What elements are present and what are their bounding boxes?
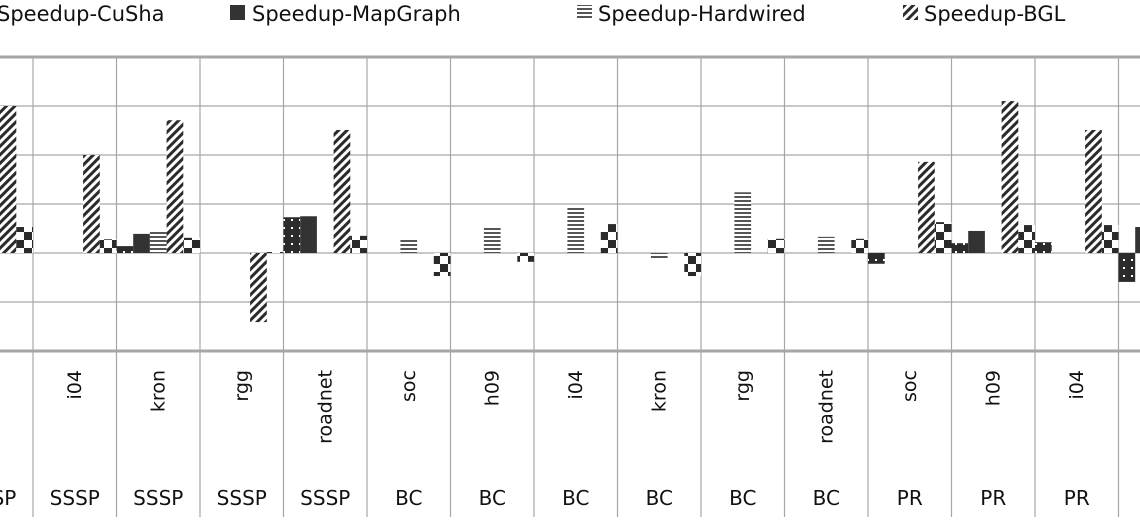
category-label: rgg bbox=[231, 370, 253, 402]
bar-speedup-mapgraph-14 bbox=[1135, 227, 1140, 253]
group-label: SSSP bbox=[217, 486, 267, 510]
bar-series-4-6 bbox=[517, 253, 534, 262]
bar-series-4-4 bbox=[350, 235, 367, 253]
bar-speedup-hardwired-6 bbox=[483, 227, 501, 253]
bar-speedup-cusha-14 bbox=[1118, 253, 1136, 282]
legend-swatch bbox=[903, 5, 918, 20]
bar-speedup-bgl-2 bbox=[166, 120, 184, 254]
bar-speedup-bgl-13 bbox=[1085, 130, 1102, 253]
legend-swatch bbox=[230, 5, 245, 20]
category-label: soc bbox=[398, 370, 420, 402]
bar-series-4-9 bbox=[767, 238, 785, 253]
category-label: h09 bbox=[982, 370, 1004, 406]
group-label: BC bbox=[395, 486, 422, 510]
group-label: SSSP bbox=[50, 486, 100, 510]
category-label: kron bbox=[147, 370, 169, 412]
group-label: SSSP bbox=[300, 486, 350, 510]
group-label: PR bbox=[980, 486, 1006, 510]
gridlines bbox=[0, 55, 1140, 517]
bar-series-4-0 bbox=[16, 227, 33, 253]
category-label: i04 bbox=[1066, 370, 1088, 399]
bar-speedup-hardwired-2 bbox=[149, 231, 167, 253]
bar-series-4-2 bbox=[183, 237, 200, 253]
group-label: BC bbox=[562, 486, 589, 510]
bar-speedup-cusha-12 bbox=[951, 243, 969, 253]
category-label: i04 bbox=[565, 370, 587, 399]
bar-series-4-12 bbox=[1018, 225, 1035, 253]
bar-speedup-hardwired-10 bbox=[817, 236, 835, 253]
bar-speedup-hardwired-9 bbox=[734, 192, 752, 253]
group-label: SSSP bbox=[0, 486, 16, 510]
bar-speedup-bgl-12 bbox=[1001, 101, 1019, 253]
legend-label: Speedup-MapGraph bbox=[252, 2, 461, 26]
bars bbox=[0, 101, 1140, 323]
legend-label: Speedup-CuSha bbox=[0, 2, 165, 26]
group-label: PR bbox=[897, 486, 923, 510]
group-label: BC bbox=[479, 486, 506, 510]
category-label: kron bbox=[648, 370, 670, 412]
category-label: h09 bbox=[481, 370, 503, 406]
bar-speedup-mapgraph-12 bbox=[968, 230, 985, 253]
x-tick-labels: SSSP i04 SSSP kron SSSP rgg SSSP roadnet SSSP soc… bbox=[0, 370, 1090, 510]
bar-series-4-13 bbox=[1101, 225, 1119, 253]
group-label: SSSP bbox=[133, 486, 183, 510]
bar-series-4-5 bbox=[433, 253, 451, 277]
category-label: rgg bbox=[732, 370, 754, 402]
legend: Speedup-CuSha Speedup-MapGraph Speedup-Har… bbox=[0, 2, 1066, 26]
bar-speedup-hardwired-7 bbox=[567, 207, 585, 253]
bar-speedup-mapgraph-4 bbox=[300, 216, 317, 253]
group-label: BC bbox=[729, 486, 756, 510]
bar-speedup-bgl-3 bbox=[250, 253, 267, 323]
category-label: roadnet bbox=[815, 370, 837, 444]
bar-speedup-bgl-11 bbox=[918, 161, 935, 253]
group-label: PR bbox=[1064, 486, 1090, 510]
bar-speedup-cusha-13 bbox=[1035, 242, 1052, 253]
bar-series-4-1 bbox=[99, 239, 117, 253]
group-label: BC bbox=[813, 486, 840, 510]
bar-speedup-cusha-11 bbox=[868, 253, 885, 264]
category-label: soc bbox=[899, 370, 921, 402]
bar-series-4-11 bbox=[934, 222, 952, 253]
bar-speedup-hardwired-5 bbox=[400, 239, 418, 253]
bar-speedup-bgl-4 bbox=[333, 130, 351, 253]
bar-series-4-10 bbox=[851, 238, 868, 253]
bar-speedup-bgl-0 bbox=[0, 106, 17, 253]
bar-speedup-cusha-2 bbox=[116, 246, 134, 253]
category-label: i04 bbox=[64, 370, 86, 399]
bar-speedup-hardwired-8 bbox=[650, 253, 668, 259]
legend-swatch bbox=[577, 5, 592, 20]
bar-series-4-7 bbox=[600, 224, 618, 253]
legend-label: Speedup-Hardwired bbox=[598, 2, 806, 26]
category-label: roadnet bbox=[314, 370, 336, 444]
bar-series-4-3 bbox=[266, 252, 284, 253]
legend-label: Speedup-BGL bbox=[924, 2, 1066, 26]
group-label: BC bbox=[646, 486, 673, 510]
bar-speedup-mapgraph-2 bbox=[133, 233, 150, 253]
bar-series-4-8 bbox=[684, 253, 701, 277]
bar-speedup-bgl-1 bbox=[83, 155, 100, 253]
bar-speedup-cusha-4 bbox=[283, 217, 301, 253]
